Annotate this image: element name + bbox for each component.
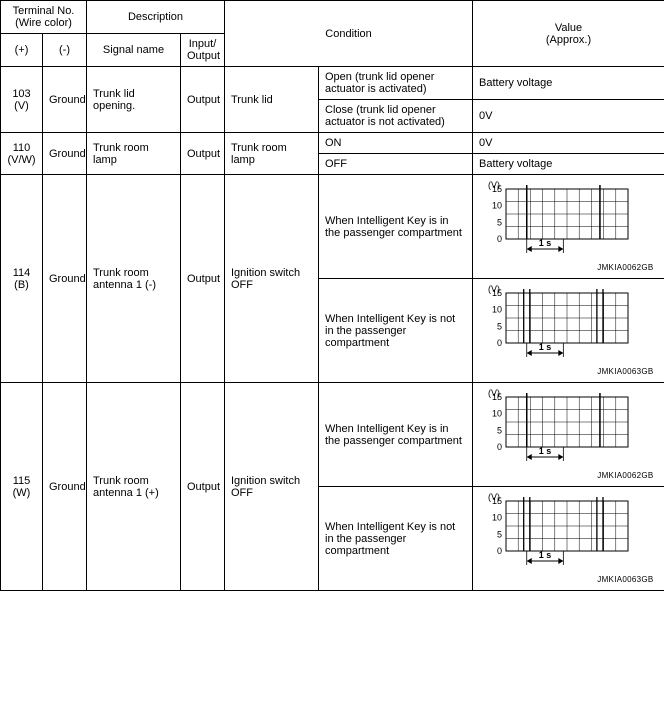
terminal-plus: 115(W) (1, 383, 43, 591)
io-direction: Output (181, 383, 225, 591)
terminal-table: Terminal No.(Wire color) Description Con… (0, 0, 664, 591)
svg-text:1 s: 1 s (538, 446, 551, 456)
header-condition: Condition (225, 1, 473, 67)
condition-secondary: When Intelligent Key is in the passenger… (319, 383, 473, 487)
table-header: Terminal No.(Wire color) Description Con… (1, 1, 664, 67)
terminal-minus: Ground (43, 133, 87, 175)
value-cell: Battery voltage (473, 154, 664, 175)
waveform-chart: (V)1510501 sJMKIA0063GB (484, 285, 654, 376)
value-cell: (V)1510501 sJMKIA0062GB (473, 383, 664, 487)
value-cell: 0V (473, 133, 664, 154)
waveform-chart: (V)1510501 sJMKIA0062GB (484, 389, 654, 480)
svg-text:10: 10 (492, 409, 502, 419)
condition-primary: Trunk lid (225, 67, 319, 133)
condition-secondary: Open (trunk lid opener actuator is activ… (319, 67, 473, 100)
terminal-minus: Ground (43, 67, 87, 133)
svg-text:10: 10 (492, 305, 502, 315)
header-description: Description (87, 1, 225, 34)
table-row: 115(W)GroundTrunk room antenna 1 (+)Outp… (1, 383, 664, 487)
waveform-code: JMKIA0063GB (484, 575, 654, 584)
svg-text:1 s: 1 s (538, 342, 551, 352)
io-direction: Output (181, 133, 225, 175)
signal-name: Trunk lid opening. (87, 67, 181, 133)
waveform-chart: (V)1510501 sJMKIA0062GB (484, 181, 654, 272)
condition-primary: Ignition switch OFF (225, 383, 319, 591)
svg-text:15: 15 (492, 496, 502, 506)
waveform-chart: (V)1510501 sJMKIA0063GB (484, 493, 654, 584)
value-cell: (V)1510501 sJMKIA0063GB (473, 487, 664, 591)
svg-text:0: 0 (497, 442, 502, 452)
terminal-plus: 110(V/W) (1, 133, 43, 175)
signal-name: Trunk room antenna 1 (-) (87, 175, 181, 383)
table-row: 114(B)GroundTrunk room antenna 1 (-)Outp… (1, 175, 664, 279)
signal-name: Trunk room antenna 1 (+) (87, 383, 181, 591)
terminal-minus: Ground (43, 175, 87, 383)
svg-text:5: 5 (497, 425, 502, 435)
svg-text:15: 15 (492, 392, 502, 402)
waveform-code: JMKIA0063GB (484, 367, 654, 376)
condition-secondary: When Intelligent Key is in the passenger… (319, 175, 473, 279)
condition-secondary: When Intelligent Key is not in the passe… (319, 487, 473, 591)
terminal-plus: 114(B) (1, 175, 43, 383)
header-terminal: Terminal No.(Wire color) (1, 1, 87, 34)
table-body: 103(V)GroundTrunk lid opening.OutputTrun… (1, 67, 664, 591)
svg-text:15: 15 (492, 184, 502, 194)
svg-text:0: 0 (497, 546, 502, 556)
signal-name: Trunk room lamp (87, 133, 181, 175)
svg-text:0: 0 (497, 234, 502, 244)
io-direction: Output (181, 175, 225, 383)
svg-text:5: 5 (497, 529, 502, 539)
header-plus: (+) (1, 34, 43, 67)
header-signal: Signal name (87, 34, 181, 67)
header-io: Input/Output (181, 34, 225, 67)
svg-text:0: 0 (497, 338, 502, 348)
svg-text:10: 10 (492, 513, 502, 523)
terminal-minus: Ground (43, 383, 87, 591)
waveform-code: JMKIA0062GB (484, 263, 654, 272)
condition-primary: Trunk room lamp (225, 133, 319, 175)
condition-primary: Ignition switch OFF (225, 175, 319, 383)
condition-secondary: OFF (319, 154, 473, 175)
value-cell: 0V (473, 100, 664, 133)
svg-text:1 s: 1 s (538, 238, 551, 248)
terminal-plus: 103(V) (1, 67, 43, 133)
svg-text:5: 5 (497, 217, 502, 227)
condition-secondary: Close (trunk lid opener actuator is not … (319, 100, 473, 133)
table-row: 110(V/W)GroundTrunk room lampOutputTrunk… (1, 133, 664, 154)
value-cell: (V)1510501 sJMKIA0062GB (473, 175, 664, 279)
header-value: Value(Approx.) (473, 1, 664, 67)
svg-text:15: 15 (492, 288, 502, 298)
condition-secondary: ON (319, 133, 473, 154)
table-row: 103(V)GroundTrunk lid opening.OutputTrun… (1, 67, 664, 100)
value-cell: Battery voltage (473, 67, 664, 100)
value-cell: (V)1510501 sJMKIA0063GB (473, 279, 664, 383)
svg-text:1 s: 1 s (538, 550, 551, 560)
svg-text:5: 5 (497, 321, 502, 331)
condition-secondary: When Intelligent Key is not in the passe… (319, 279, 473, 383)
svg-text:10: 10 (492, 201, 502, 211)
waveform-code: JMKIA0062GB (484, 471, 654, 480)
header-minus: (-) (43, 34, 87, 67)
io-direction: Output (181, 67, 225, 133)
